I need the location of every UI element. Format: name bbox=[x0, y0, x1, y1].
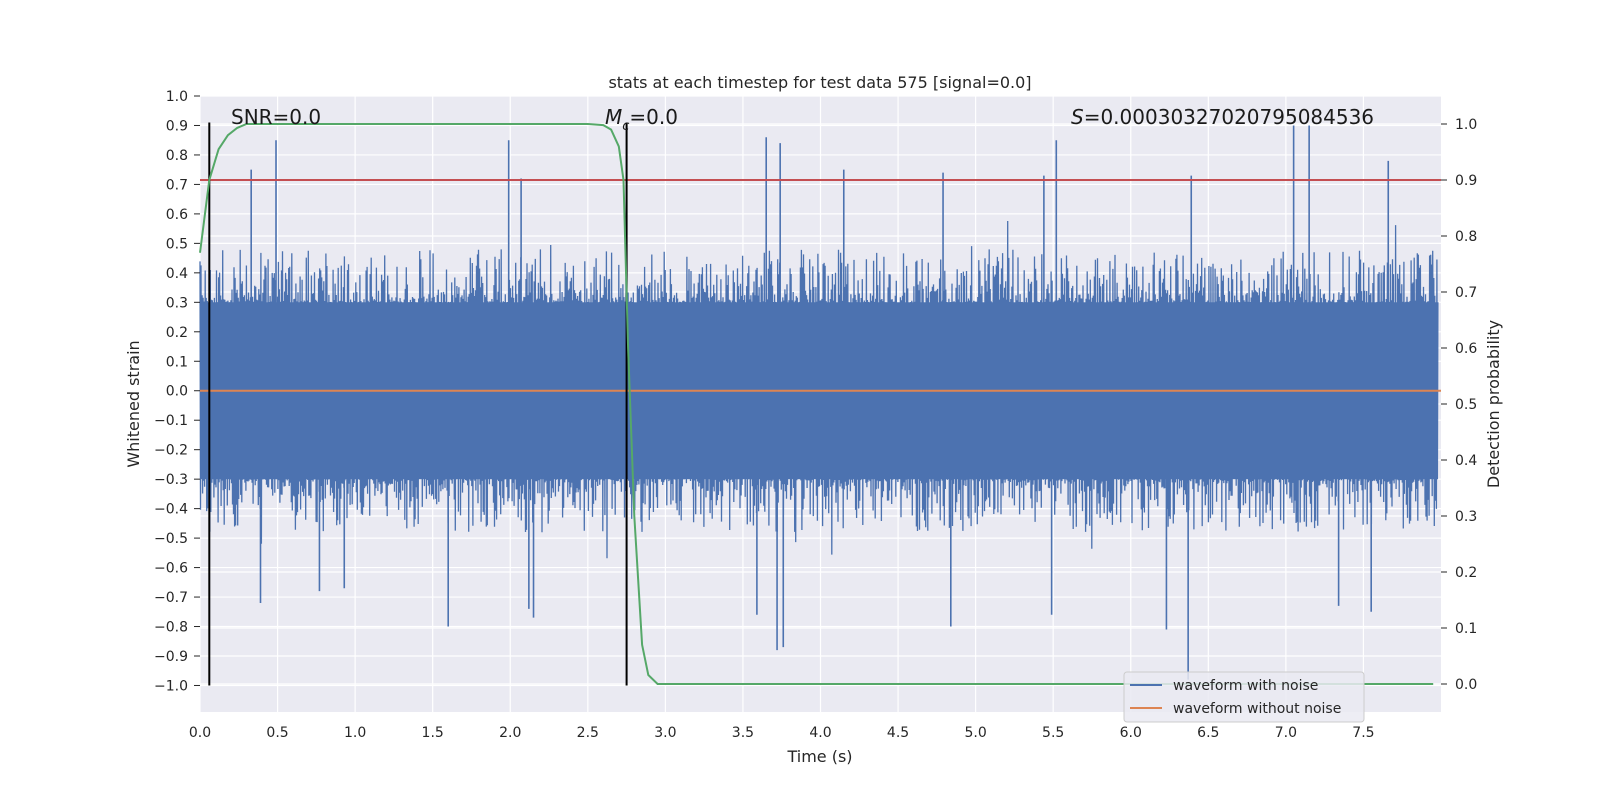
y-tick-label: 0.4 bbox=[166, 266, 188, 282]
chirp-mass-annotation: Mc=0.0 bbox=[605, 105, 678, 134]
y2-tick-label: 0.2 bbox=[1455, 565, 1477, 581]
chirp-mass-value: =0.0 bbox=[629, 105, 678, 129]
y2-tick-label: 0.9 bbox=[1455, 173, 1477, 189]
y-tick-label: 0.5 bbox=[166, 236, 188, 252]
x-tick-labels: 0.0 0.5 1.0 1.5 2.0 2.5 3.0 3.5 4.0 4.5 5.0 5.5 6.0 6… bbox=[189, 725, 1375, 741]
y-tick-label: −0.2 bbox=[154, 443, 188, 459]
y2-tick-label: 0.5 bbox=[1455, 397, 1477, 413]
y-tick-label: 0.9 bbox=[166, 118, 188, 134]
y2-tick-label: 0.4 bbox=[1455, 453, 1477, 469]
x-tick-label: 7.5 bbox=[1352, 725, 1374, 741]
y-tick-labels: 1.0 0.9 0.8 0.7 0.6 0.5 0.4 0.3 0.2 0.1 0.0 −0.1 −0.… bbox=[154, 89, 200, 694]
y2-tick-label: 0.7 bbox=[1455, 285, 1477, 301]
x-tick-label: 1.5 bbox=[422, 725, 444, 741]
x-tick-label: 3.0 bbox=[654, 725, 676, 741]
y2-axis-label: Detection probability bbox=[1484, 320, 1503, 488]
y2-tick-label: 0.8 bbox=[1455, 229, 1477, 245]
legend: waveform with noise waveform without noi… bbox=[1123, 671, 1365, 723]
x-tick-label: 0.0 bbox=[189, 725, 211, 741]
legend-box bbox=[1123, 671, 1365, 723]
y-tick-label: 0.6 bbox=[166, 207, 188, 223]
y2-tick-label: 1.0 bbox=[1455, 117, 1477, 133]
y-tick-label: 0.7 bbox=[166, 177, 188, 193]
x-tick-label: 5.5 bbox=[1042, 725, 1064, 741]
x-tick-label: 0.5 bbox=[266, 725, 288, 741]
y-tick-label: −0.9 bbox=[154, 649, 188, 665]
noise-trace bbox=[199, 220, 1439, 559]
x-tick-label: 6.0 bbox=[1120, 725, 1142, 741]
chirp-mass-subscript: c bbox=[622, 119, 629, 134]
x-tick-label: 6.5 bbox=[1197, 725, 1219, 741]
x-tick-label: 7.0 bbox=[1275, 725, 1297, 741]
x-tick-label: 2.5 bbox=[577, 725, 599, 741]
chirp-mass-symbol: M bbox=[605, 105, 622, 129]
x-tick-label: 1.0 bbox=[344, 725, 366, 741]
y2-tick-label: 0.1 bbox=[1455, 621, 1477, 637]
y-tick-label: 0.8 bbox=[166, 148, 188, 164]
snr-annotation: SNR=0.0 bbox=[231, 105, 321, 129]
legend-label-noise: waveform with noise bbox=[1173, 678, 1318, 694]
y-tick-label: −0.4 bbox=[154, 502, 188, 518]
s-value: =0.0003032702079508453​6 bbox=[1084, 105, 1374, 129]
x-tick-label: 4.0 bbox=[809, 725, 831, 741]
y-tick-label: −0.5 bbox=[154, 531, 188, 547]
detection-probability-line bbox=[199, 123, 1434, 685]
x-tick-label: 5.0 bbox=[964, 725, 986, 741]
y2-tick-label: 0.6 bbox=[1455, 341, 1477, 357]
legend-label-clean: waveform without noise bbox=[1173, 701, 1341, 717]
y2-tick-labels: 1.0 0.9 0.8 0.7 0.6 0.5 0.4 0.3 0.2 0.1 0.0 bbox=[1441, 117, 1477, 693]
y-tick-label: −0.7 bbox=[154, 590, 188, 606]
s-annotation: S=0.0003032702079508453​6 bbox=[1071, 105, 1374, 129]
y-tick-label: 0.3 bbox=[166, 295, 188, 311]
y-tick-label: −0.1 bbox=[154, 413, 188, 429]
waveform-with-noise bbox=[199, 125, 1439, 680]
y-axis-label: Whitened strain bbox=[124, 340, 143, 467]
y-tick-label: −0.6 bbox=[154, 561, 188, 577]
y-tick-label: 1.0 bbox=[166, 89, 188, 105]
event-vlines bbox=[208, 122, 628, 686]
chart-title: stats at each timestep for test data 575… bbox=[608, 73, 1031, 92]
y-tick-label: −0.8 bbox=[154, 620, 188, 636]
x-tick-label: 2.0 bbox=[499, 725, 521, 741]
y-tick-label: −1.0 bbox=[154, 678, 188, 694]
y2-tick-label: 0.3 bbox=[1455, 509, 1477, 525]
x-axis-label: Time (s) bbox=[786, 747, 852, 766]
y-tick-label: −0.3 bbox=[154, 472, 188, 488]
y-tick-label: 0.1 bbox=[166, 354, 188, 370]
y2-tick-label: 0.0 bbox=[1455, 677, 1477, 693]
y-tick-label: 0.2 bbox=[166, 325, 188, 341]
x-tick-label: 3.5 bbox=[732, 725, 754, 741]
s-symbol: S bbox=[1071, 105, 1084, 129]
x-tick-label: 4.5 bbox=[887, 725, 909, 741]
y-tick-label: 0.0 bbox=[166, 384, 188, 400]
